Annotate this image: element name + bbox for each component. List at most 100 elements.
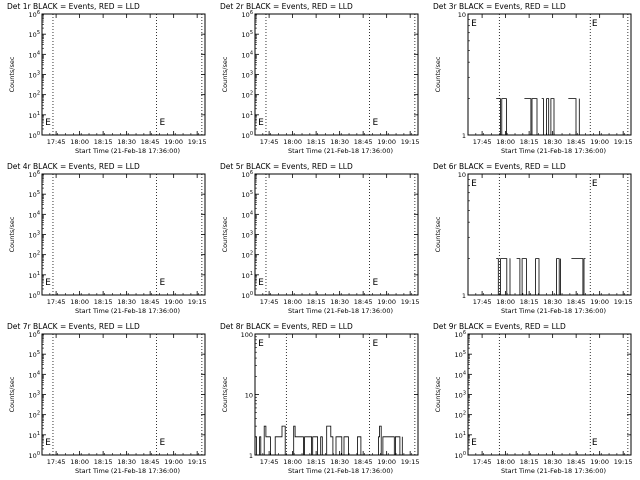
event-marker: E xyxy=(592,179,598,189)
x-tick-label: 19:00 xyxy=(164,298,183,306)
event-marker: E xyxy=(373,278,379,288)
x-tick-label: 17:45 xyxy=(473,458,492,466)
panel-det-8r: Det 8r BLACK = Events, RED = LLD 1 10 100 Co… xyxy=(220,322,420,475)
chart-title: Det 9r BLACK = Events, RED = LLD xyxy=(433,322,566,331)
x-tick-label: 18:15 xyxy=(94,138,113,146)
y-tick-label: 103 xyxy=(242,71,253,80)
y-tick-label: 100 xyxy=(242,131,253,140)
y-axis-label: Counts/sec xyxy=(434,216,442,252)
x-tick-label: 18:45 xyxy=(354,298,373,306)
x-tick-label: 18:15 xyxy=(307,138,326,146)
chart-title: Det 5r BLACK = Events, RED = LLD xyxy=(220,162,353,171)
panel-det-2r: Det 2r BLACK = Events, RED = LLD 100 101 10… xyxy=(220,2,420,155)
y-tick-label: 100 xyxy=(29,131,40,140)
y-tick-label: 105 xyxy=(29,30,40,39)
y-tick-label: 102 xyxy=(29,91,40,100)
event-marker: E xyxy=(45,118,51,128)
x-tick-label: 18:00 xyxy=(496,458,515,466)
y-tick-label: 102 xyxy=(242,91,253,100)
x-tick-label: 18:30 xyxy=(117,458,136,466)
y-tick-label: 105 xyxy=(455,350,466,359)
y-tick-label: 101 xyxy=(29,111,40,120)
chart-title: Det 4r BLACK = Events, RED = LLD xyxy=(7,162,140,171)
x-tick-label: 19:00 xyxy=(377,458,396,466)
y-axis-label: Counts/sec xyxy=(8,56,16,92)
x-tick-label: 19:00 xyxy=(377,298,396,306)
x-tick-label: 19:15 xyxy=(614,138,633,146)
x-tick-label: 18:15 xyxy=(307,298,326,306)
x-axis-label: Start Time (21-Feb-18 17:36:00) xyxy=(501,307,606,315)
y-tick-label: 106 xyxy=(29,170,40,179)
x-tick-label: 18:15 xyxy=(94,298,113,306)
panel-det-7r: Det 7r BLACK = Events, RED = LLD 100 101 10… xyxy=(7,322,207,475)
y-tick-label: 104 xyxy=(242,50,253,59)
panel-det-4r: Det 4r BLACK = Events, RED = LLD 100 101 10… xyxy=(7,162,207,315)
x-tick-label: 19:15 xyxy=(401,138,420,146)
x-tick-label: 19:15 xyxy=(188,298,207,306)
event-marker: E xyxy=(258,278,264,288)
x-tick-label: 18:15 xyxy=(307,458,326,466)
x-tick-label: 18:00 xyxy=(283,458,302,466)
y-tick-label: 102 xyxy=(29,411,40,420)
event-marker: E xyxy=(160,118,166,128)
chart-title: Det 6r BLACK = Events, RED = LLD xyxy=(433,162,566,171)
x-axis-label: Start Time (21-Feb-18 17:36:00) xyxy=(501,147,606,155)
y-tick-label: 104 xyxy=(242,210,253,219)
x-tick-label: 18:15 xyxy=(520,138,539,146)
chart-title: Det 3r BLACK = Events, RED = LLD xyxy=(433,2,566,11)
plot-frame xyxy=(467,333,632,456)
y-tick-label: 10 xyxy=(458,171,466,179)
y-tick-label: 106 xyxy=(242,10,253,19)
x-tick-label: 18:30 xyxy=(117,138,136,146)
plot-frame xyxy=(41,333,206,456)
panel-det-6r: Det 6r BLACK = Events, RED = LLD 1 10 Count… xyxy=(433,162,633,315)
x-tick-label: 17:45 xyxy=(260,298,279,306)
panel-det-1r: Det 1r BLACK = Events, RED = LLD 100 101 10… xyxy=(7,2,207,155)
events-series-line xyxy=(255,425,403,456)
event-marker: E xyxy=(160,278,166,288)
y-tick-label: 103 xyxy=(242,231,253,240)
y-tick-label: 106 xyxy=(242,170,253,179)
y-tick-label: 101 xyxy=(455,431,466,440)
x-tick-label: 17:45 xyxy=(47,138,66,146)
y-tick-label: 105 xyxy=(29,350,40,359)
y-axis-label: Counts/sec xyxy=(8,376,16,412)
chart-title: Det 1r BLACK = Events, RED = LLD xyxy=(7,2,140,11)
y-tick-label: 104 xyxy=(455,370,466,379)
x-tick-label: 18:30 xyxy=(543,298,562,306)
x-tick-label: 18:45 xyxy=(141,458,160,466)
x-tick-label: 17:45 xyxy=(47,298,66,306)
y-tick-label: 1 xyxy=(249,452,253,460)
x-tick-label: 17:45 xyxy=(260,138,279,146)
x-tick-label: 18:45 xyxy=(567,458,586,466)
x-tick-label: 18:00 xyxy=(283,138,302,146)
plot-frame xyxy=(467,173,632,296)
x-tick-label: 19:00 xyxy=(164,458,183,466)
x-tick-label: 19:00 xyxy=(590,138,609,146)
y-tick-label: 102 xyxy=(455,411,466,420)
plot-frame xyxy=(254,13,419,136)
y-axis-label: Counts/sec xyxy=(434,56,442,92)
y-tick-label: 1 xyxy=(462,132,466,140)
x-tick-label: 18:45 xyxy=(567,138,586,146)
y-tick-label: 1 xyxy=(462,292,466,300)
event-marker: E xyxy=(592,438,598,448)
x-tick-label: 18:30 xyxy=(330,298,349,306)
x-tick-label: 18:30 xyxy=(543,138,562,146)
x-tick-label: 17:45 xyxy=(473,138,492,146)
event-marker: E xyxy=(45,278,51,288)
y-tick-label: 105 xyxy=(242,190,253,199)
x-tick-label: 19:15 xyxy=(401,458,420,466)
event-marker: E xyxy=(258,118,264,128)
y-axis-label: Counts/sec xyxy=(221,216,229,252)
x-tick-label: 18:30 xyxy=(330,458,349,466)
y-tick-label: 100 xyxy=(241,331,253,339)
x-tick-label: 18:00 xyxy=(283,298,302,306)
y-axis-label: Counts/sec xyxy=(8,216,16,252)
y-tick-label: 104 xyxy=(29,50,40,59)
x-tick-label: 18:45 xyxy=(141,298,160,306)
y-tick-label: 10 xyxy=(458,11,466,19)
panel-det-5r: Det 5r BLACK = Events, RED = LLD 100 101 10… xyxy=(220,162,420,315)
panel-det-3r: Det 3r BLACK = Events, RED = LLD 1 10 Count… xyxy=(433,2,633,155)
